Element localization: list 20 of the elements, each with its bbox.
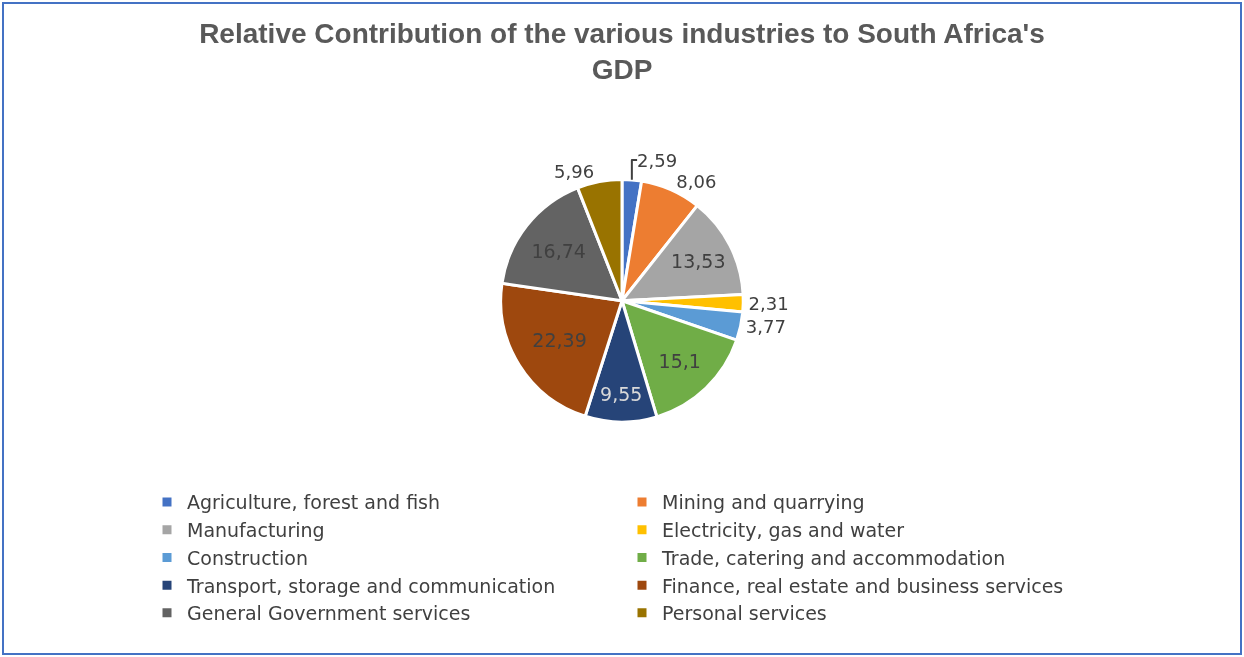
data-label: 22,39 <box>532 328 587 351</box>
legend-label: Agriculture, forest and fish <box>187 491 441 514</box>
data-label: 13,53 <box>671 250 726 273</box>
legend-label: Manufacturing <box>187 519 325 542</box>
data-label: 3,77 <box>745 316 786 338</box>
data-label: 5,96 <box>554 160 595 182</box>
data-label: 2,31 <box>748 292 789 314</box>
data-label: 9,55 <box>600 383 643 406</box>
data-label: 2,59 <box>637 149 678 171</box>
legend-label: Electricity, gas and water <box>662 519 905 542</box>
legend-label: Finance, real estate and business services <box>662 574 1064 597</box>
data-label: 15,1 <box>658 349 701 372</box>
legend-label: Trade, catering and accommodation <box>661 546 1006 569</box>
legend-label: General Government services <box>187 602 471 625</box>
chart-title: Relative Contribution of the various industries to South Africa's GDP <box>199 17 1045 86</box>
data-label: 8,06 <box>676 170 717 192</box>
legend-label: Construction <box>187 546 308 569</box>
legend-label: Mining and quarrying <box>662 491 865 514</box>
legend-label: Personal services <box>662 602 827 625</box>
legend-label: Transport, storage and communication <box>186 574 556 597</box>
